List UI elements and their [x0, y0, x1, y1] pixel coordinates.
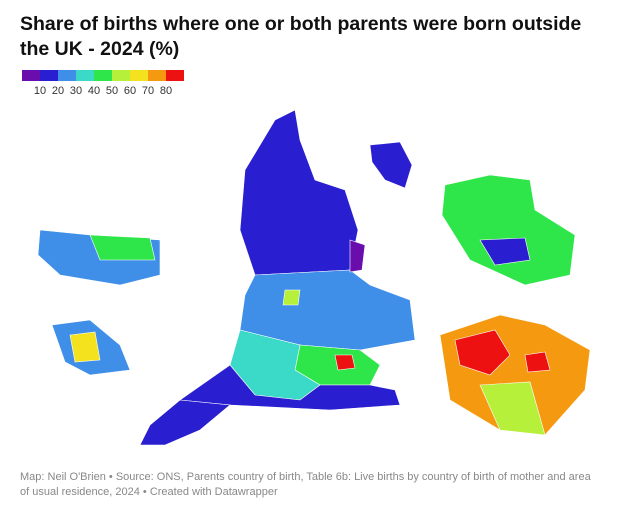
- region: [239, 109, 359, 276]
- region: [454, 329, 511, 376]
- legend-tick-label: 30: [70, 85, 82, 97]
- region: [349, 239, 366, 273]
- region: [441, 174, 576, 286]
- legend-tick-label: 70: [142, 85, 154, 97]
- legend-swatch: [130, 70, 148, 81]
- legend-swatch: [112, 70, 130, 81]
- map: [37, 109, 591, 446]
- legend-swatch: [76, 70, 94, 81]
- region: [479, 237, 531, 266]
- source-note: Map: Neil O'Brien • Source: ONS, Parents…: [20, 471, 591, 498]
- region: [334, 354, 356, 371]
- legend-tick-label: 80: [160, 85, 172, 97]
- region: [139, 399, 231, 446]
- legend-tick-label: 60: [124, 85, 136, 97]
- region: [89, 234, 156, 261]
- region: [282, 289, 301, 306]
- legend-tick-label: 20: [52, 85, 64, 97]
- legend-tick-label: 10: [34, 85, 46, 97]
- region: [239, 269, 416, 351]
- legend: 10 20 30 40 50 60 70 80: [22, 70, 184, 97]
- legend-swatch: [22, 70, 40, 81]
- region: [69, 331, 101, 363]
- legend-tick-label: 40: [88, 85, 100, 97]
- legend-swatch: [40, 70, 58, 81]
- legend-swatch: [58, 70, 76, 81]
- legend-swatch: [148, 70, 166, 81]
- title: Share of births where one or both parent…: [20, 13, 582, 60]
- legend-swatch: [166, 70, 184, 81]
- region: [369, 141, 413, 189]
- legend-tick-label: 50: [106, 85, 118, 97]
- legend-swatch: [94, 70, 112, 81]
- region: [479, 381, 546, 436]
- region: [524, 351, 551, 373]
